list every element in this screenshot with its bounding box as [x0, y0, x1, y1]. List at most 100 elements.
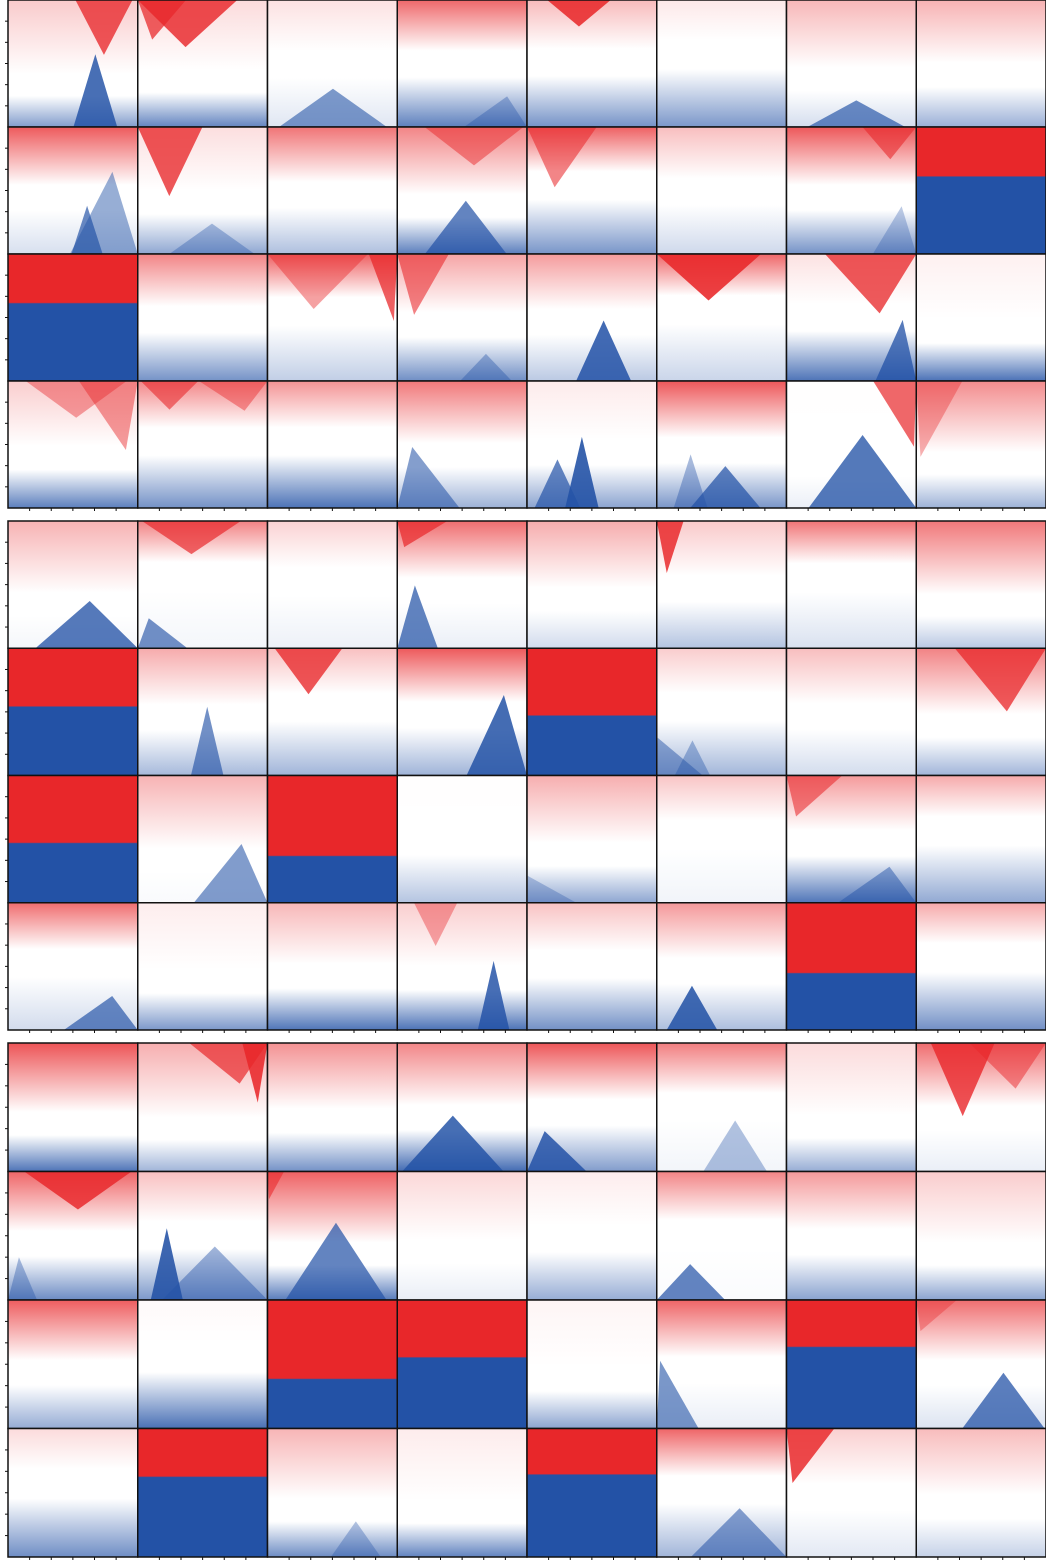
heatmap-panel [396, 902, 528, 1033]
heatmap-panel [5, 0, 139, 128]
blue-spike [872, 206, 917, 254]
panel-gradient [267, 1043, 398, 1172]
blue-spike [666, 985, 718, 1030]
panel-gradient [916, 381, 1046, 508]
panel-gradient [267, 775, 398, 903]
heatmap-panel [137, 1042, 269, 1173]
heatmap-panel [526, 380, 658, 511]
blue-spike [397, 585, 438, 649]
blue-spike [35, 601, 138, 649]
panel-gradient [916, 521, 1046, 649]
panel-gradient [8, 1300, 138, 1429]
heatmap-panel [5, 774, 139, 904]
heatmap-panel [656, 1170, 788, 1301]
blue-spike [460, 353, 512, 381]
blue-spike [69, 171, 138, 254]
panel-gradient [656, 775, 787, 903]
heatmap-panel [526, 126, 658, 255]
red-spike [137, 127, 203, 197]
blue-spike [466, 694, 527, 776]
heatmap-panel [785, 126, 917, 255]
heatmap-panel [656, 902, 788, 1033]
panel-gradient [397, 1171, 527, 1300]
blue-spike [674, 740, 711, 776]
panel-gradient [656, 648, 787, 776]
heatmap-panel [266, 902, 398, 1033]
heatmap-panel [785, 902, 917, 1033]
blue-spike [397, 446, 460, 508]
heatmap-panel [915, 0, 1046, 128]
heatmap-panel [915, 902, 1046, 1033]
heatmap-panel [526, 1042, 658, 1173]
heatmap-panel [785, 1170, 917, 1301]
heatmap-panel [266, 253, 398, 382]
panel-gradient [916, 1171, 1046, 1300]
heatmap-panel [396, 774, 528, 904]
panel-gradient [137, 1300, 268, 1429]
panel-gradient [397, 1300, 527, 1429]
red-spike [656, 521, 684, 574]
heatmap-panel [526, 1299, 658, 1430]
panel-gradient [8, 254, 138, 381]
heatmap-panel [656, 520, 788, 649]
panel-gradient [786, 1300, 917, 1429]
heatmap-panel [656, 774, 788, 904]
heatmap-panel [915, 1042, 1046, 1173]
heatmap-panel [137, 380, 269, 511]
heatmap-panel [5, 1042, 139, 1173]
blue-spike [576, 320, 632, 381]
panel-block [5, 0, 1046, 511]
panel-gradient [267, 902, 398, 1030]
heatmap-panel [137, 902, 269, 1033]
panel-gradient [527, 1428, 657, 1557]
blue-spike [63, 996, 138, 1030]
red-spike [368, 254, 398, 322]
panel-gradient [916, 0, 1046, 127]
panel-gradient [527, 521, 657, 649]
heatmap-panel [5, 1427, 139, 1560]
heatmap-panel [915, 126, 1046, 255]
red-spike [397, 254, 449, 315]
heatmap-panel [915, 1170, 1046, 1301]
panel-gradient [656, 1043, 787, 1172]
red-spike [75, 0, 133, 55]
panel-gradient [8, 127, 138, 254]
blue-spike [137, 618, 188, 649]
red-spike [527, 127, 597, 188]
heatmap-panel [266, 520, 398, 649]
heatmap-panel [396, 126, 528, 255]
heatmap-panel [396, 1299, 528, 1430]
blue-spike [703, 1120, 768, 1172]
blue-spike [193, 844, 268, 903]
heatmap-panel [785, 1299, 917, 1430]
blue-spike [807, 100, 906, 127]
heatmap-panel [5, 380, 139, 511]
red-spike [954, 648, 1046, 712]
red-spike [140, 381, 199, 410]
panel-gradient [267, 254, 398, 381]
heatmap-panel [915, 774, 1046, 904]
panel-gradient [916, 254, 1046, 381]
panel-gradient [527, 775, 657, 903]
red-spike [137, 0, 238, 48]
blue-spike [402, 1115, 504, 1172]
blue-spike [330, 1521, 381, 1557]
heatmap-panel [785, 253, 917, 382]
heatmap-panel [137, 774, 269, 904]
panel-gradient [527, 648, 657, 776]
heatmap-panel [5, 1170, 139, 1301]
red-spike [873, 381, 917, 447]
heatmap-panel [396, 0, 528, 128]
heatmap-panel [5, 647, 139, 777]
red-spike [786, 1428, 835, 1484]
heatmap-panel [137, 0, 269, 128]
panel-gradient [8, 1043, 138, 1172]
blue-spike [673, 454, 708, 508]
heatmap-panel [137, 253, 269, 382]
red-spike [189, 1043, 268, 1084]
heatmap-panel [266, 0, 398, 128]
red-spike [930, 1043, 995, 1117]
panel-gradient [527, 1300, 657, 1429]
